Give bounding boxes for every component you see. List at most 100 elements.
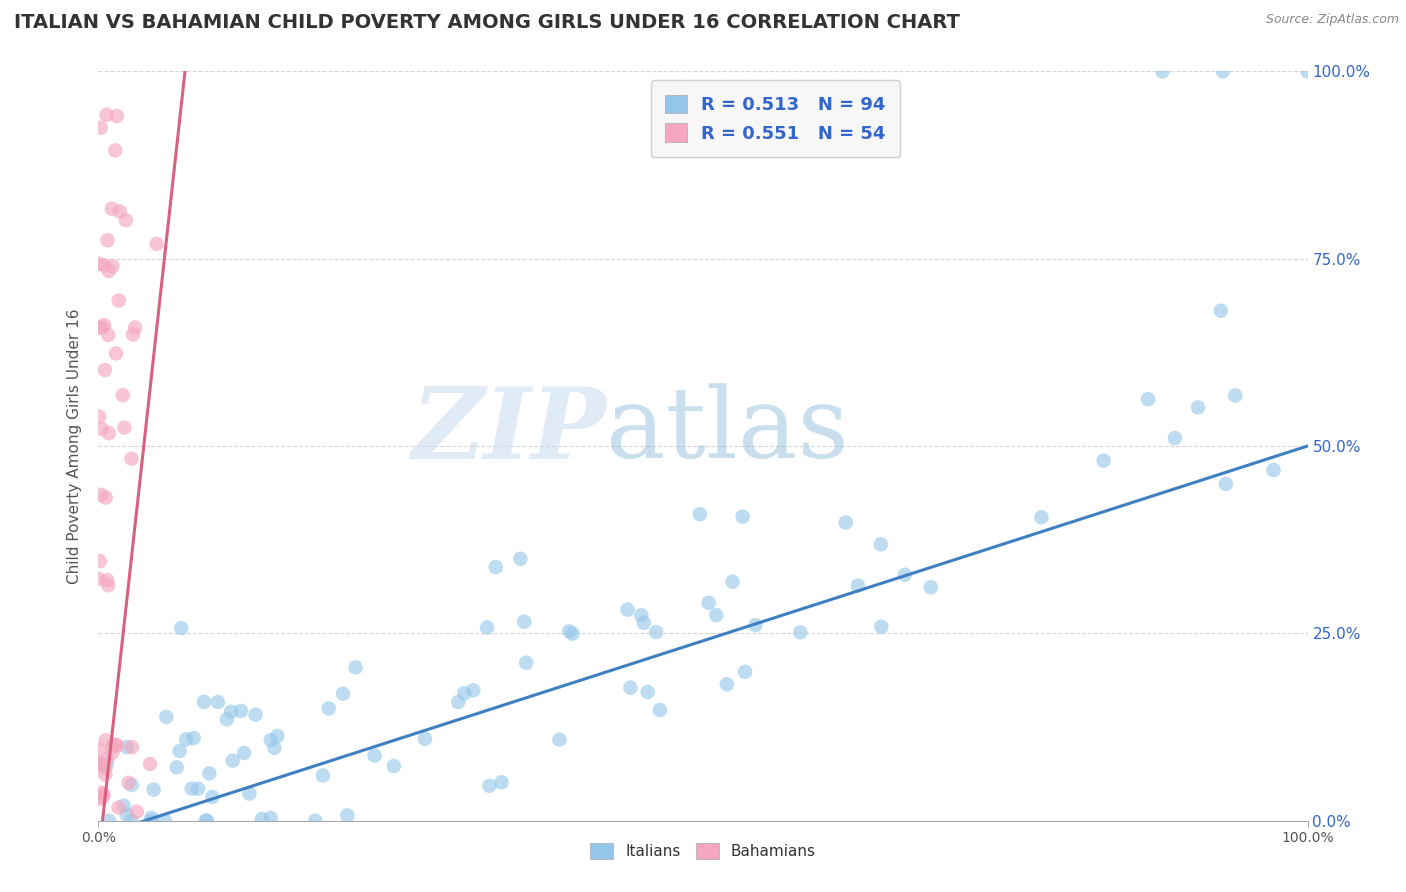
Point bbox=[153, 814, 176, 828]
Point bbox=[125, 805, 148, 819]
Point bbox=[1225, 388, 1247, 402]
Point bbox=[250, 812, 273, 826]
Point bbox=[183, 731, 205, 745]
Point bbox=[97, 264, 120, 278]
Point bbox=[734, 665, 756, 679]
Point bbox=[920, 580, 942, 594]
Point bbox=[1212, 64, 1234, 78]
Point bbox=[87, 572, 110, 586]
Point bbox=[115, 808, 138, 822]
Point bbox=[105, 739, 128, 753]
Point bbox=[101, 202, 124, 216]
Point bbox=[90, 422, 112, 436]
Point bbox=[187, 781, 209, 796]
Point bbox=[94, 363, 117, 377]
Point bbox=[1164, 431, 1187, 445]
Point bbox=[87, 743, 110, 757]
Point bbox=[145, 236, 167, 251]
Point bbox=[96, 752, 118, 766]
Point bbox=[97, 328, 120, 343]
Point bbox=[475, 620, 498, 634]
Point bbox=[513, 615, 536, 629]
Point bbox=[633, 615, 655, 630]
Text: Source: ZipAtlas.com: Source: ZipAtlas.com bbox=[1265, 13, 1399, 27]
Point bbox=[112, 798, 135, 813]
Point bbox=[115, 740, 138, 755]
Point bbox=[336, 808, 359, 822]
Point bbox=[91, 790, 114, 805]
Point bbox=[117, 776, 139, 790]
Point bbox=[648, 703, 671, 717]
Point bbox=[1187, 401, 1209, 415]
Point bbox=[96, 573, 118, 587]
Point bbox=[141, 814, 163, 828]
Point bbox=[142, 782, 165, 797]
Point bbox=[332, 687, 354, 701]
Point bbox=[894, 567, 917, 582]
Point bbox=[94, 767, 117, 781]
Point bbox=[558, 624, 581, 639]
Point bbox=[1031, 510, 1053, 524]
Point bbox=[1092, 453, 1115, 467]
Point bbox=[263, 740, 285, 755]
Point bbox=[105, 109, 128, 123]
Point bbox=[139, 757, 162, 772]
Point bbox=[201, 789, 224, 804]
Point bbox=[561, 626, 583, 640]
Point bbox=[744, 618, 766, 632]
Point bbox=[91, 320, 114, 334]
Point bbox=[105, 346, 128, 360]
Point bbox=[104, 144, 127, 158]
Point bbox=[344, 660, 367, 674]
Point bbox=[835, 516, 858, 530]
Point bbox=[112, 420, 135, 434]
Point bbox=[90, 488, 112, 502]
Point bbox=[1215, 477, 1237, 491]
Point bbox=[1137, 392, 1160, 406]
Point bbox=[108, 204, 131, 219]
Point bbox=[174, 732, 197, 747]
Point bbox=[721, 574, 744, 589]
Point bbox=[180, 781, 202, 796]
Point bbox=[645, 625, 668, 640]
Point bbox=[716, 677, 738, 691]
Point bbox=[155, 710, 177, 724]
Point bbox=[87, 756, 110, 770]
Point bbox=[548, 732, 571, 747]
Point bbox=[121, 740, 143, 755]
Point bbox=[141, 811, 163, 825]
Point bbox=[97, 578, 120, 592]
Point bbox=[259, 811, 281, 825]
Point bbox=[87, 792, 110, 806]
Point bbox=[96, 108, 118, 122]
Point bbox=[169, 744, 191, 758]
Point bbox=[98, 426, 121, 441]
Point bbox=[363, 748, 385, 763]
Point bbox=[382, 759, 405, 773]
Point bbox=[689, 507, 711, 521]
Point bbox=[413, 731, 436, 746]
Point bbox=[94, 733, 117, 747]
Point bbox=[266, 729, 288, 743]
Point bbox=[1296, 64, 1319, 78]
Point bbox=[245, 707, 267, 722]
Point bbox=[630, 608, 652, 623]
Point bbox=[107, 800, 129, 814]
Point bbox=[90, 120, 112, 135]
Point bbox=[93, 258, 115, 272]
Point bbox=[101, 746, 124, 760]
Point bbox=[509, 551, 531, 566]
Point bbox=[870, 620, 893, 634]
Point bbox=[238, 787, 260, 801]
Point bbox=[704, 608, 727, 623]
Point bbox=[304, 814, 326, 828]
Point bbox=[789, 625, 811, 640]
Point bbox=[195, 814, 218, 828]
Point bbox=[101, 739, 124, 754]
Point bbox=[93, 318, 115, 333]
Point bbox=[485, 560, 508, 574]
Point bbox=[207, 695, 229, 709]
Point bbox=[869, 537, 891, 551]
Point bbox=[193, 695, 215, 709]
Legend: Italians, Bahamians: Italians, Bahamians bbox=[583, 838, 823, 865]
